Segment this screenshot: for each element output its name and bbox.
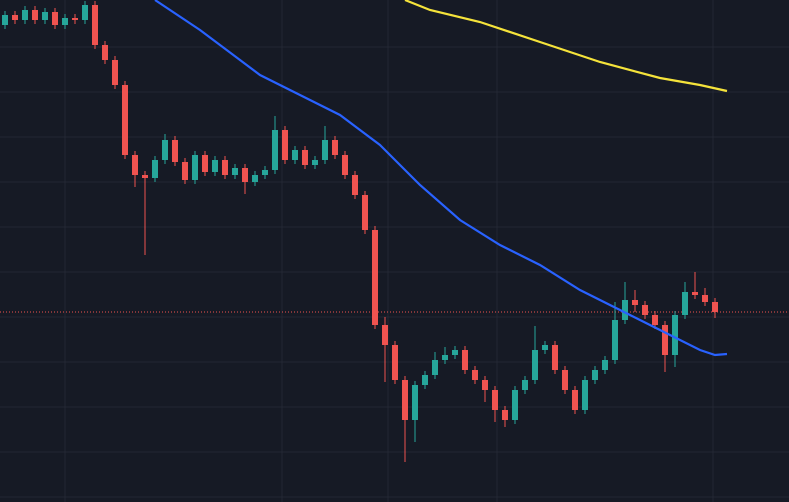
candle-body xyxy=(522,380,528,390)
candle-body xyxy=(272,130,278,170)
candle-body xyxy=(592,370,598,380)
candle-body xyxy=(362,195,368,230)
candle-body xyxy=(182,162,188,180)
candle-body xyxy=(482,380,488,390)
candle-body xyxy=(312,160,318,165)
candle-body xyxy=(262,170,268,175)
candle-body xyxy=(232,168,238,175)
candle-body xyxy=(292,150,298,160)
candle-body xyxy=(202,155,208,172)
candle-body xyxy=(342,155,348,175)
moving-average-line xyxy=(154,0,728,357)
candle-body xyxy=(692,292,698,295)
candle-body xyxy=(92,5,98,45)
candle-body xyxy=(122,85,128,155)
candle-body xyxy=(622,300,628,320)
candle-body xyxy=(632,300,638,305)
candle-body xyxy=(612,320,618,360)
candle-body xyxy=(12,15,18,20)
candle-body xyxy=(322,140,328,160)
candle-body xyxy=(672,315,678,355)
candle-body xyxy=(652,315,658,325)
candle-body xyxy=(472,370,478,380)
candle-body xyxy=(72,18,78,20)
candle-body xyxy=(392,345,398,380)
candle-body xyxy=(432,360,438,375)
candle-body xyxy=(402,380,408,420)
candle-body xyxy=(512,390,518,420)
candle-body xyxy=(372,230,378,325)
candle-body xyxy=(582,380,588,410)
candle-body xyxy=(152,160,158,178)
candle-body xyxy=(52,12,58,25)
candle-body xyxy=(102,45,108,60)
candle-body xyxy=(712,302,718,312)
candle-body xyxy=(282,130,288,160)
candle-body xyxy=(42,12,48,20)
candle-body xyxy=(222,160,228,175)
candle-body xyxy=(662,325,668,355)
candle-body xyxy=(242,168,248,182)
candle-body xyxy=(82,5,88,20)
candle-body xyxy=(32,10,38,20)
candle-body xyxy=(532,350,538,380)
candle-body xyxy=(682,292,688,315)
candle-body xyxy=(212,160,218,172)
candle-body xyxy=(352,175,358,195)
candle-body xyxy=(542,345,548,350)
candle-body xyxy=(2,15,8,25)
candle-body xyxy=(562,370,568,390)
candle-body xyxy=(252,175,258,182)
candle-body xyxy=(502,410,508,420)
candle-body xyxy=(442,355,448,360)
candle-body xyxy=(132,155,138,175)
candle-body xyxy=(332,140,338,155)
candle-body xyxy=(62,18,68,25)
candle-body xyxy=(462,350,468,370)
candle-body xyxy=(22,10,28,20)
candle-body xyxy=(642,305,648,315)
candle-body xyxy=(162,140,168,160)
moving-average-line xyxy=(404,0,728,93)
candle-body xyxy=(552,345,558,370)
candle-body xyxy=(112,60,118,85)
candle-body xyxy=(702,295,708,302)
candle-body xyxy=(572,390,578,410)
candle-body xyxy=(142,175,148,178)
candle-body xyxy=(492,390,498,410)
candle-body xyxy=(302,150,308,165)
candle-body xyxy=(602,360,608,370)
candle-body xyxy=(422,375,428,385)
candle-body xyxy=(172,140,178,162)
candle-body xyxy=(382,325,388,345)
candle-body xyxy=(192,155,198,180)
candle-body xyxy=(452,350,458,355)
candle-body xyxy=(412,385,418,420)
